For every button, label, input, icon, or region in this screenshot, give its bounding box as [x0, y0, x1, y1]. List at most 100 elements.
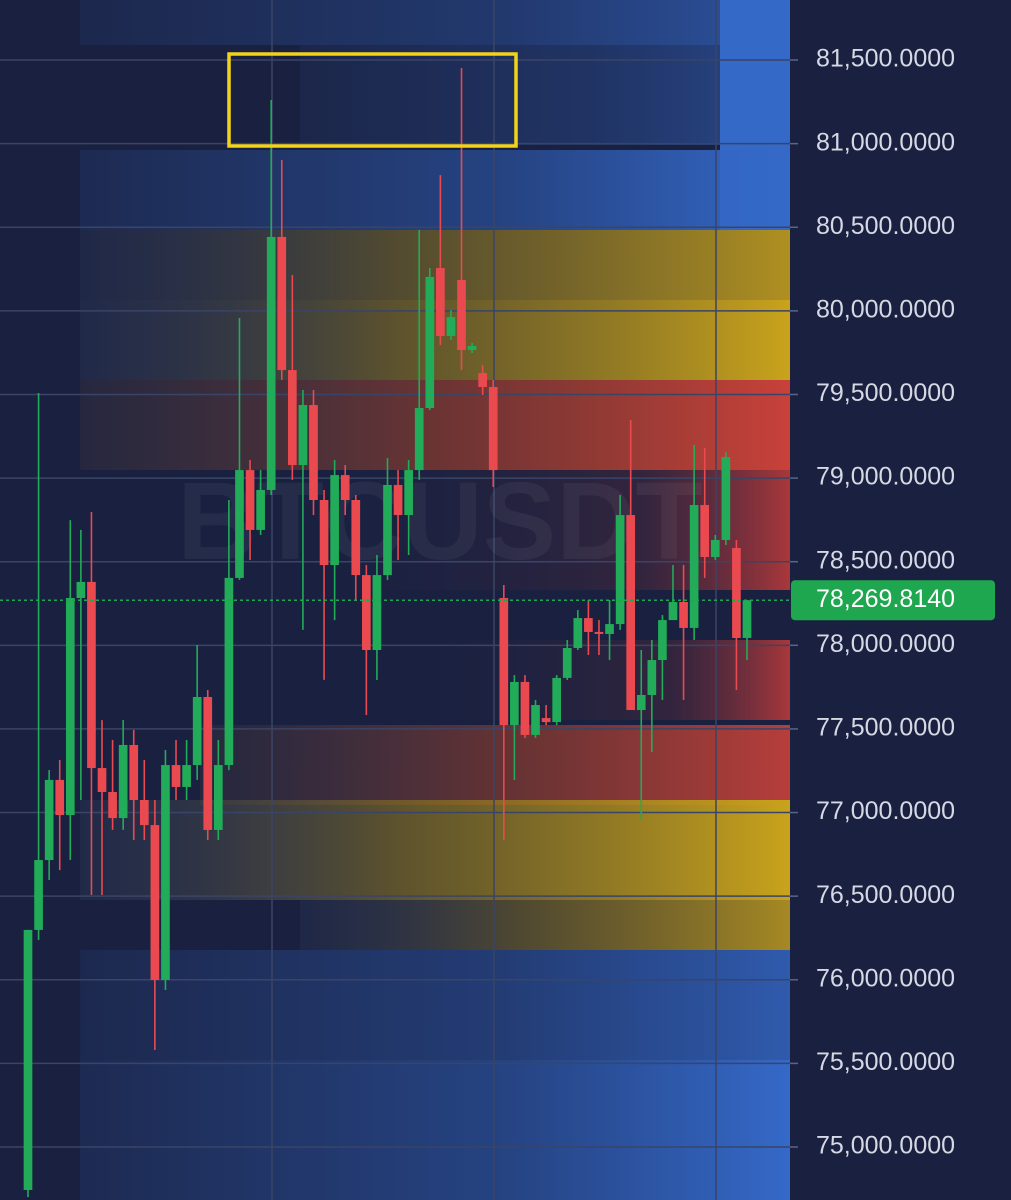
- candle-body: [647, 660, 657, 695]
- y-tick-label: 79,000.0000: [816, 463, 955, 491]
- heatmap-band: [80, 950, 790, 1060]
- candle-body: [679, 602, 688, 628]
- y-tick-label: 80,500.0000: [816, 212, 955, 240]
- candle-body: [203, 696, 213, 830]
- heatmap-band: [400, 640, 790, 720]
- candle-body: [414, 408, 424, 471]
- candle-body: [710, 539, 720, 558]
- candle-body: [235, 470, 244, 578]
- y-tick-label: 81,500.0000: [816, 45, 955, 73]
- candle-body: [732, 547, 741, 638]
- candle-body: [23, 929, 33, 1190]
- candle-body: [436, 268, 445, 336]
- candle-body: [457, 279, 466, 350]
- candle-body: [76, 581, 86, 598]
- candle-body: [97, 768, 107, 792]
- candle-body: [721, 457, 731, 540]
- candle-body: [118, 744, 128, 819]
- highlight-box: [227, 52, 518, 148]
- heatmap-band: [80, 0, 790, 45]
- heatmap-band: [80, 800, 790, 900]
- heatmap-band: [80, 150, 790, 230]
- candle-body: [626, 515, 636, 711]
- heatmap-band: [300, 900, 790, 950]
- candle-body: [330, 475, 339, 566]
- candle-body: [224, 577, 234, 766]
- candle-body: [129, 744, 139, 800]
- y-tick-label: 76,000.0000: [816, 964, 955, 992]
- candle-body: [192, 696, 202, 766]
- candle-body: [245, 470, 255, 530]
- candle-body: [689, 505, 699, 628]
- candle-body: [288, 370, 297, 466]
- y-tick-label: 80,000.0000: [816, 295, 955, 323]
- candle-body: [139, 800, 149, 826]
- candle-body: [372, 575, 382, 650]
- y-tick-label: 78,500.0000: [816, 546, 955, 574]
- candle-body: [55, 779, 65, 816]
- candle-body: [87, 581, 96, 769]
- y-tick-label: 75,500.0000: [816, 1048, 955, 1076]
- candle-body: [488, 386, 498, 471]
- candle-body: [425, 276, 435, 409]
- candle-body: [44, 779, 54, 861]
- candle-body: [668, 602, 678, 621]
- candle-body: [520, 681, 530, 735]
- candle-body: [150, 825, 160, 980]
- candle-body: [658, 620, 667, 661]
- y-tick-label: 79,500.0000: [816, 379, 955, 407]
- heatmap-band: [80, 230, 790, 300]
- candle-body: [531, 705, 540, 735]
- candle-body: [182, 765, 191, 787]
- y-axis: 75,000.0000 75,500.0000 76,000.0000 76,500.…: [790, 45, 955, 1160]
- heatmap-band: [80, 300, 790, 380]
- candle-body: [562, 647, 572, 678]
- y-tick-label: 77,500.0000: [816, 714, 955, 742]
- candle-body: [541, 718, 551, 723]
- y-tick-label: 78,000.0000: [816, 630, 955, 658]
- candle-body: [213, 765, 223, 830]
- current-price-badge: [791, 580, 995, 621]
- heatmap: [80, 0, 790, 1200]
- y-tick-label: 77,000.0000: [816, 797, 955, 825]
- candles: [23, 68, 752, 1198]
- candle-body: [446, 317, 456, 336]
- candle-body: [65, 597, 75, 816]
- candle-body: [584, 618, 593, 632]
- heatmap-band: [80, 1060, 790, 1200]
- candle-body: [499, 597, 509, 726]
- candle-body: [594, 631, 604, 634]
- candle-body: [309, 405, 318, 500]
- heatmap-band: [200, 725, 790, 805]
- candle-body: [351, 500, 361, 576]
- heatmap-band: [80, 380, 790, 470]
- candle-body: [108, 791, 117, 819]
- candle-body: [171, 765, 181, 787]
- candle-body: [552, 677, 562, 723]
- candle-body: [34, 860, 43, 930]
- candle-body: [467, 345, 477, 350]
- candle-body: [362, 575, 371, 650]
- candle-body: [742, 600, 752, 638]
- y-tick-label: 76,500.0000: [816, 881, 955, 909]
- current-price-label: 78,269.8140: [816, 585, 955, 613]
- candle-body: [340, 475, 350, 500]
- candle-body: [393, 484, 403, 516]
- candle-body: [615, 515, 625, 625]
- heatmap-band: [300, 45, 790, 145]
- candle-body: [383, 484, 392, 576]
- candle-body: [256, 489, 265, 530]
- y-tick-label: 81,000.0000: [816, 128, 955, 156]
- y-tick-label: 75,000.0000: [816, 1132, 955, 1160]
- candle-body: [298, 405, 308, 466]
- candle-body: [605, 624, 614, 634]
- candle-body: [161, 765, 170, 980]
- candle-body: [266, 236, 276, 490]
- candle-body: [510, 681, 519, 726]
- candle-body: [404, 470, 413, 516]
- candle-body: [573, 618, 583, 648]
- candle-body: [319, 500, 329, 566]
- candle-body: [277, 236, 287, 371]
- candle-body: [636, 694, 646, 711]
